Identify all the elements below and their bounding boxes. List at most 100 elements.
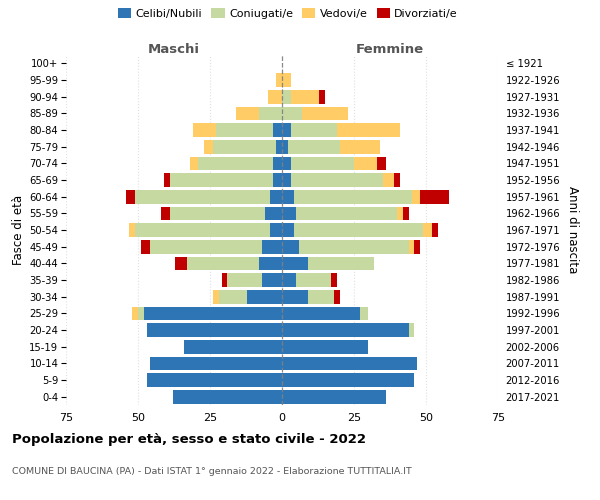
Bar <box>187 256 259 270</box>
Bar <box>299 240 409 254</box>
Bar <box>282 290 308 304</box>
Bar <box>282 123 290 137</box>
Bar <box>415 240 420 254</box>
Bar <box>144 306 282 320</box>
Bar <box>282 73 290 87</box>
Bar <box>331 273 337 287</box>
Bar <box>282 106 302 120</box>
Text: COMUNE DI BAUCINA (PA) - Dati ISTAT 1° gennaio 2022 - Elaborazione TUTTITALIA.IT: COMUNE DI BAUCINA (PA) - Dati ISTAT 1° g… <box>12 468 412 476</box>
Y-axis label: Anni di nascita: Anni di nascita <box>566 186 579 274</box>
Bar <box>204 140 213 153</box>
Bar <box>412 190 420 203</box>
Bar <box>274 156 282 170</box>
Bar <box>127 190 135 203</box>
Bar <box>282 390 386 404</box>
Bar <box>383 173 394 187</box>
Bar <box>184 340 282 353</box>
Bar <box>216 123 274 137</box>
Bar <box>319 90 325 104</box>
Bar <box>227 273 262 287</box>
Bar <box>259 256 282 270</box>
Bar <box>170 173 274 187</box>
Bar <box>218 290 247 304</box>
Bar <box>213 140 276 153</box>
Bar <box>282 156 290 170</box>
Bar <box>221 273 227 287</box>
Bar <box>302 106 348 120</box>
Bar <box>236 106 259 120</box>
Bar <box>149 356 282 370</box>
Bar <box>423 223 432 237</box>
Bar <box>282 140 288 153</box>
Bar <box>420 190 449 203</box>
Bar <box>190 156 199 170</box>
Bar <box>308 290 334 304</box>
Bar <box>262 273 282 287</box>
Bar <box>247 290 282 304</box>
Bar <box>403 206 409 220</box>
Bar <box>193 123 216 137</box>
Bar <box>337 123 400 137</box>
Bar <box>276 140 282 153</box>
Bar <box>282 323 409 337</box>
Bar <box>360 306 368 320</box>
Bar <box>308 256 374 270</box>
Bar <box>274 173 282 187</box>
Bar <box>259 106 282 120</box>
Bar <box>146 323 282 337</box>
Bar <box>282 340 368 353</box>
Bar <box>282 240 299 254</box>
Bar <box>135 223 271 237</box>
Bar <box>213 290 218 304</box>
Bar <box>409 240 415 254</box>
Text: Maschi: Maschi <box>148 43 200 56</box>
Bar <box>282 306 360 320</box>
Bar <box>175 256 187 270</box>
Bar <box>334 290 340 304</box>
Bar <box>161 206 170 220</box>
Bar <box>377 156 386 170</box>
Y-axis label: Fasce di età: Fasce di età <box>12 195 25 265</box>
Bar <box>296 206 397 220</box>
Bar <box>290 156 354 170</box>
Bar <box>293 190 412 203</box>
Bar <box>265 206 282 220</box>
Bar <box>141 240 149 254</box>
Bar <box>288 140 340 153</box>
Bar <box>282 206 296 220</box>
Bar <box>282 373 415 387</box>
Bar <box>282 273 296 287</box>
Bar <box>132 306 138 320</box>
Bar <box>409 323 415 337</box>
Bar <box>290 173 383 187</box>
Bar <box>397 206 403 220</box>
Bar <box>173 390 282 404</box>
Bar <box>274 123 282 137</box>
Bar <box>262 240 282 254</box>
Bar <box>276 73 282 87</box>
Bar <box>296 273 331 287</box>
Bar <box>146 373 282 387</box>
Bar <box>394 173 400 187</box>
Bar <box>290 123 337 137</box>
Bar <box>354 156 377 170</box>
Bar <box>271 190 282 203</box>
Bar <box>282 190 293 203</box>
Text: Popolazione per età, sesso e stato civile - 2022: Popolazione per età, sesso e stato civil… <box>12 432 366 446</box>
Bar <box>282 256 308 270</box>
Bar <box>130 223 135 237</box>
Text: Femmine: Femmine <box>356 43 424 56</box>
Bar <box>271 223 282 237</box>
Bar <box>135 190 271 203</box>
Bar <box>268 90 282 104</box>
Bar <box>164 173 170 187</box>
Bar <box>282 173 290 187</box>
Bar <box>199 156 274 170</box>
Bar <box>138 306 144 320</box>
Legend: Celibi/Nubili, Coniugati/e, Vedovi/e, Divorziati/e: Celibi/Nubili, Coniugati/e, Vedovi/e, Di… <box>116 6 460 21</box>
Bar <box>293 223 423 237</box>
Bar <box>340 140 380 153</box>
Bar <box>282 90 290 104</box>
Bar <box>149 240 262 254</box>
Bar <box>282 223 293 237</box>
